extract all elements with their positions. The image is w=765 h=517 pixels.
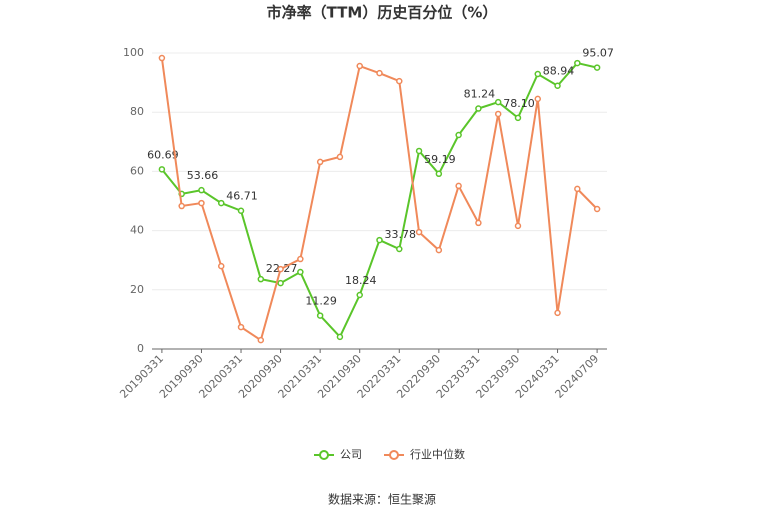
legend-label: 行业中位数: [410, 447, 465, 461]
data-point: [237, 207, 245, 214]
data-point: [593, 64, 601, 71]
y-tick-label: 80: [130, 105, 144, 118]
data-point: [396, 77, 403, 85]
data-point: [593, 205, 601, 213]
legend-marker: [319, 450, 329, 460]
data-point: [297, 268, 304, 276]
y-tick-label: 20: [130, 283, 144, 296]
data-point: [178, 202, 185, 210]
data-point: [257, 336, 265, 344]
data-point: [514, 222, 522, 230]
y-tick-label: 60: [130, 164, 144, 177]
data-point: [376, 236, 383, 244]
data-point: [297, 255, 304, 263]
data-point: [455, 182, 462, 190]
data-label: 11.29: [305, 295, 337, 308]
data-point: [554, 309, 561, 317]
data-label: 60.69: [147, 148, 179, 161]
data-point: [435, 246, 443, 254]
data-point: [198, 186, 205, 194]
y-tick-label: 100: [123, 46, 144, 59]
data-point: [277, 279, 284, 287]
data-label: 59.19: [424, 153, 456, 166]
data-point: [217, 262, 225, 270]
data-point: [435, 170, 443, 178]
data-label: 33.78: [385, 228, 417, 241]
data-point: [396, 245, 403, 253]
data-point: [494, 110, 502, 118]
data-point: [336, 153, 344, 161]
data-point: [534, 95, 542, 103]
data-point: [415, 228, 423, 236]
data-point: [217, 199, 225, 207]
data-label: 53.66: [187, 169, 219, 182]
chart-title: 市净率（TTM）历史百分位（%）: [267, 4, 498, 22]
source-note: 数据来源：恒生聚源: [328, 492, 436, 507]
data-point: [158, 54, 166, 62]
data-point: [455, 131, 462, 139]
data-point: [198, 199, 205, 207]
data-point: [475, 105, 482, 112]
data-point: [554, 82, 561, 89]
data-point: [316, 312, 324, 319]
legend-label: 公司: [340, 448, 362, 461]
data-point: [534, 70, 542, 78]
data-label: 18.24: [345, 274, 377, 287]
data-point: [475, 219, 482, 227]
data-point: [494, 98, 502, 106]
data-point: [376, 69, 383, 77]
legend-marker: [389, 450, 399, 460]
data-point: [336, 333, 344, 341]
data-point: [356, 291, 363, 299]
data-point: [158, 166, 166, 173]
data-point: [514, 114, 522, 122]
y-tick-label: 40: [130, 224, 144, 237]
data-label: 81.24: [464, 88, 496, 101]
data-point: [574, 185, 581, 193]
data-label: 88.94: [543, 65, 575, 78]
data-point: [277, 265, 284, 273]
data-label: 46.71: [226, 190, 258, 203]
data-label: 95.07: [582, 47, 614, 60]
data-point: [356, 62, 363, 70]
data-point: [574, 59, 581, 67]
y-tick-label: 0: [137, 342, 144, 355]
data-point: [415, 147, 423, 155]
data-point: [257, 275, 265, 283]
data-label: 78.10: [503, 97, 535, 110]
data-point: [316, 158, 324, 166]
data-point: [237, 323, 245, 331]
